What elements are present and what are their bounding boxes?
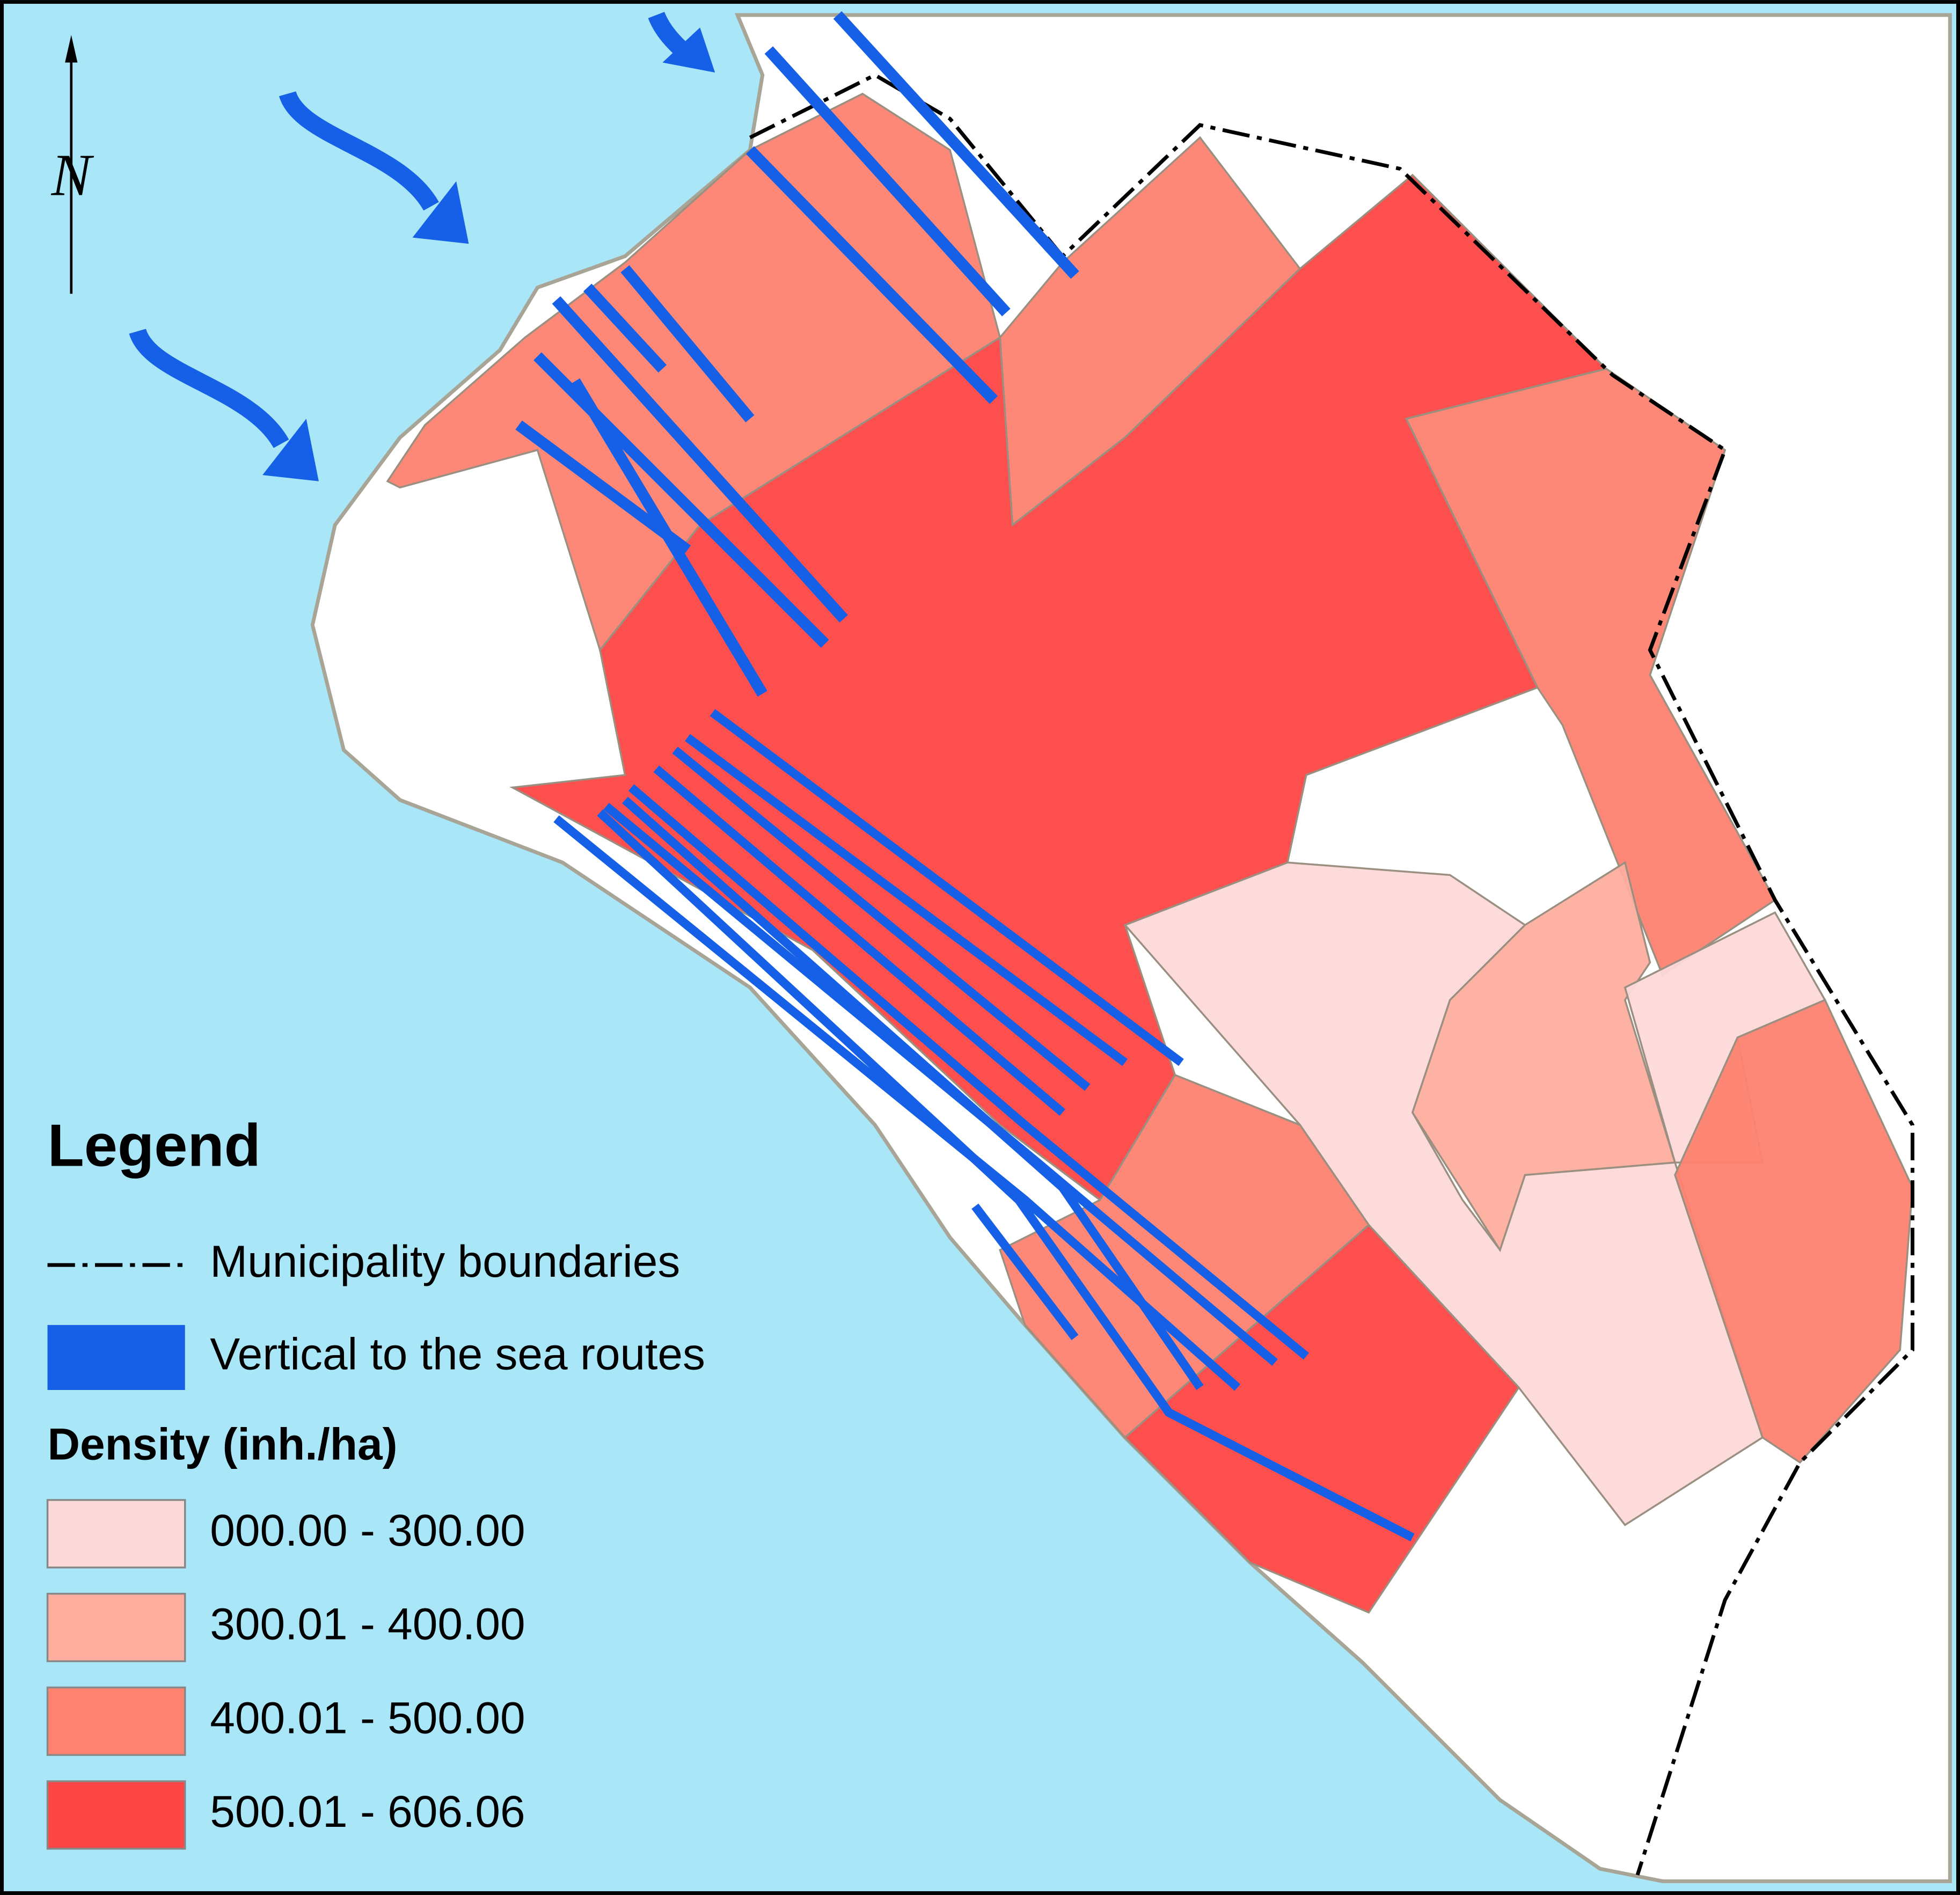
north-arrow: N bbox=[50, 35, 94, 294]
legend-class-label: 400.01 - 500.00 bbox=[210, 1692, 525, 1743]
legend-class-label: 500.01 - 606.06 bbox=[210, 1786, 525, 1837]
density-zones bbox=[386, 92, 1914, 1614]
municipality-boundary bbox=[749, 72, 1914, 1876]
legend-route-label: Vertical to the sea routes bbox=[210, 1329, 705, 1379]
sea-route bbox=[583, 283, 667, 373]
sea-route bbox=[685, 734, 1128, 1066]
legend-boundary-label: Municipality boundaries bbox=[210, 1236, 680, 1286]
sea-route bbox=[745, 146, 998, 404]
routes bbox=[515, 11, 1415, 1542]
density-zone bbox=[386, 92, 1001, 652]
legend-classes: 000.00 - 300.00 300.01 - 400.00 400.01 - 5… bbox=[46, 1499, 525, 1850]
sea-route bbox=[552, 296, 848, 623]
sea-route bbox=[570, 378, 767, 697]
density-zone bbox=[1411, 861, 1677, 1253]
legend-class-label: 000.00 - 300.00 bbox=[210, 1505, 525, 1555]
legend-density-title: Density (inh./ha) bbox=[48, 1418, 398, 1469]
sea-route bbox=[597, 809, 1415, 1542]
north-label: N bbox=[50, 142, 94, 208]
wind-arrow-head bbox=[412, 181, 469, 244]
density-zone bbox=[1674, 999, 1914, 1464]
sea-route bbox=[672, 747, 1091, 1091]
sea-route bbox=[971, 1203, 1079, 1341]
wind-arrow bbox=[129, 328, 289, 449]
legend: Legend Municipality boundaries Vertical … bbox=[46, 1111, 705, 1850]
sea-route bbox=[628, 784, 1310, 1360]
sea-route bbox=[553, 815, 1241, 1391]
wind-arrow-head bbox=[662, 27, 715, 73]
sea-route bbox=[833, 11, 1079, 279]
legend-class-label: 300.01 - 400.00 bbox=[210, 1599, 525, 1649]
wind-arrow-head bbox=[262, 419, 319, 481]
sea-route bbox=[710, 709, 1184, 1066]
legend-swatch bbox=[46, 1592, 186, 1663]
legend-title: Legend bbox=[48, 1111, 261, 1179]
sea-route bbox=[620, 265, 755, 423]
legend-swatch bbox=[46, 1499, 186, 1569]
legend-swatch bbox=[46, 1780, 186, 1850]
north-arrow-head bbox=[65, 35, 78, 63]
density-zone bbox=[509, 173, 1608, 1202]
legend-route-swatch bbox=[47, 1325, 185, 1390]
sea-route bbox=[622, 796, 1204, 1390]
wind-arrows bbox=[129, 11, 715, 481]
sea-route bbox=[764, 46, 1011, 317]
wind-arrow bbox=[279, 90, 439, 211]
sea-route bbox=[653, 765, 1065, 1116]
legend-swatch bbox=[46, 1686, 186, 1756]
density-zone bbox=[1123, 1224, 1520, 1614]
